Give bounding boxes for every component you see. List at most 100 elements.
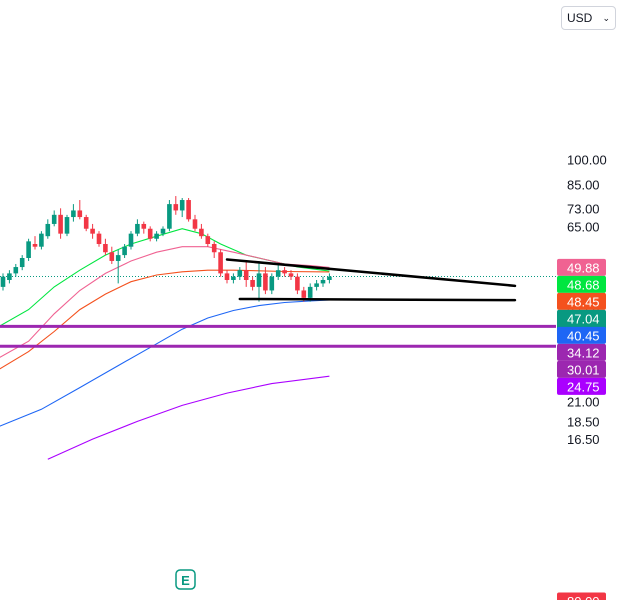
candle <box>77 200 83 220</box>
y-tick-label: 18.50 <box>567 414 600 429</box>
candle-body <box>224 273 230 280</box>
candle-body <box>26 241 31 258</box>
candle <box>160 226 166 237</box>
candle-body <box>179 200 185 211</box>
candle <box>147 226 153 242</box>
candle-body <box>39 233 44 247</box>
candle-body <box>186 200 191 220</box>
y-tick-label: 65.00 <box>567 219 600 234</box>
candle <box>218 249 223 277</box>
price-badge-ma-pink: 49.88 <box>557 258 606 276</box>
candle <box>320 276 326 287</box>
candle-body <box>263 273 268 291</box>
candle-body <box>128 233 134 247</box>
price-badge-value: 30.01 <box>567 362 600 377</box>
candle <box>71 204 76 222</box>
price-badge-box <box>557 360 606 378</box>
candle <box>192 214 198 232</box>
price-badge-ma-purple: 24.75 <box>557 377 606 395</box>
trendlines[interactable] <box>225 258 517 302</box>
price-badge-bottom-cut: 80.00 <box>557 592 606 600</box>
candle-body <box>211 244 217 253</box>
ma-blue-line <box>0 299 330 427</box>
candle <box>0 273 6 291</box>
candle <box>231 273 236 284</box>
candle <box>96 231 102 247</box>
candle-body <box>199 228 204 237</box>
candle <box>83 214 89 232</box>
candle-body <box>320 279 326 284</box>
earnings-marker[interactable]: E <box>175 569 196 590</box>
price-badge-value: 24.75 <box>567 379 600 394</box>
candle <box>327 273 332 284</box>
candle-body <box>58 214 63 234</box>
candle-body <box>103 244 108 253</box>
candle-body <box>231 276 236 280</box>
support-trendline[interactable] <box>238 297 517 302</box>
candle-body <box>45 223 51 237</box>
candle <box>39 231 44 250</box>
candle-body <box>307 286 313 298</box>
candle-body <box>109 252 115 261</box>
price-badge-value: 48.45 <box>567 294 600 309</box>
candle-body <box>192 219 198 229</box>
candle-body <box>301 290 307 298</box>
price-badge-box <box>557 275 606 293</box>
ma-purple-line <box>47 375 330 460</box>
candle-body <box>160 228 166 234</box>
ma-green-line <box>0 228 330 327</box>
price-badge-value: 49.88 <box>567 260 600 275</box>
candle-body <box>83 217 89 229</box>
candle <box>19 255 25 271</box>
candle <box>186 198 191 222</box>
price-badge-box <box>557 326 606 344</box>
candle-body <box>115 255 121 261</box>
candle-body <box>64 217 70 234</box>
candle <box>275 263 281 280</box>
candle <box>205 233 211 247</box>
candle-body <box>173 204 179 211</box>
candle <box>211 241 217 258</box>
candle <box>288 270 294 280</box>
price-badge-box <box>557 343 606 361</box>
price-badges: 49.8848.6848.4547.0415:3440.4534.1230.01… <box>557 258 606 600</box>
candle-body <box>141 223 147 229</box>
ma-pink-line <box>0 246 330 358</box>
candle-body <box>71 210 76 218</box>
candle <box>103 238 108 256</box>
candle <box>32 236 38 250</box>
candle <box>135 219 140 237</box>
price-badge-ma-orange: 48.45 <box>557 292 606 310</box>
price-badge-ma-green: 48.68 <box>557 275 606 293</box>
candle-body <box>0 276 6 287</box>
candle-body <box>122 246 127 256</box>
candle <box>243 260 249 287</box>
currency-label: USD <box>567 11 593 25</box>
candle <box>64 214 70 237</box>
candle <box>141 221 147 234</box>
candle-body <box>205 236 211 245</box>
candle <box>90 223 95 239</box>
currency-selector[interactable]: USD ⌄ <box>561 6 616 30</box>
price-badge-ma-blue: 40.45 <box>557 326 606 344</box>
candle-body <box>135 223 140 234</box>
price-badge-box <box>557 377 606 395</box>
candle <box>58 208 63 239</box>
candle-body <box>295 276 300 291</box>
candle-body <box>13 267 19 274</box>
candle <box>173 196 179 215</box>
candle <box>199 223 204 239</box>
candle <box>51 210 57 227</box>
earnings-icon[interactable] <box>175 569 196 590</box>
candle-body <box>147 228 153 239</box>
candle <box>256 260 262 302</box>
horizontal-levels[interactable] <box>0 324 556 348</box>
price-badge-box <box>557 292 606 310</box>
price-badge-value: 80.00 <box>567 594 600 600</box>
candle <box>224 270 230 284</box>
price-badge-value: 48.68 <box>567 277 600 292</box>
candle <box>179 198 185 218</box>
candle-body <box>19 257 25 268</box>
descending-trendline[interactable] <box>225 258 517 288</box>
